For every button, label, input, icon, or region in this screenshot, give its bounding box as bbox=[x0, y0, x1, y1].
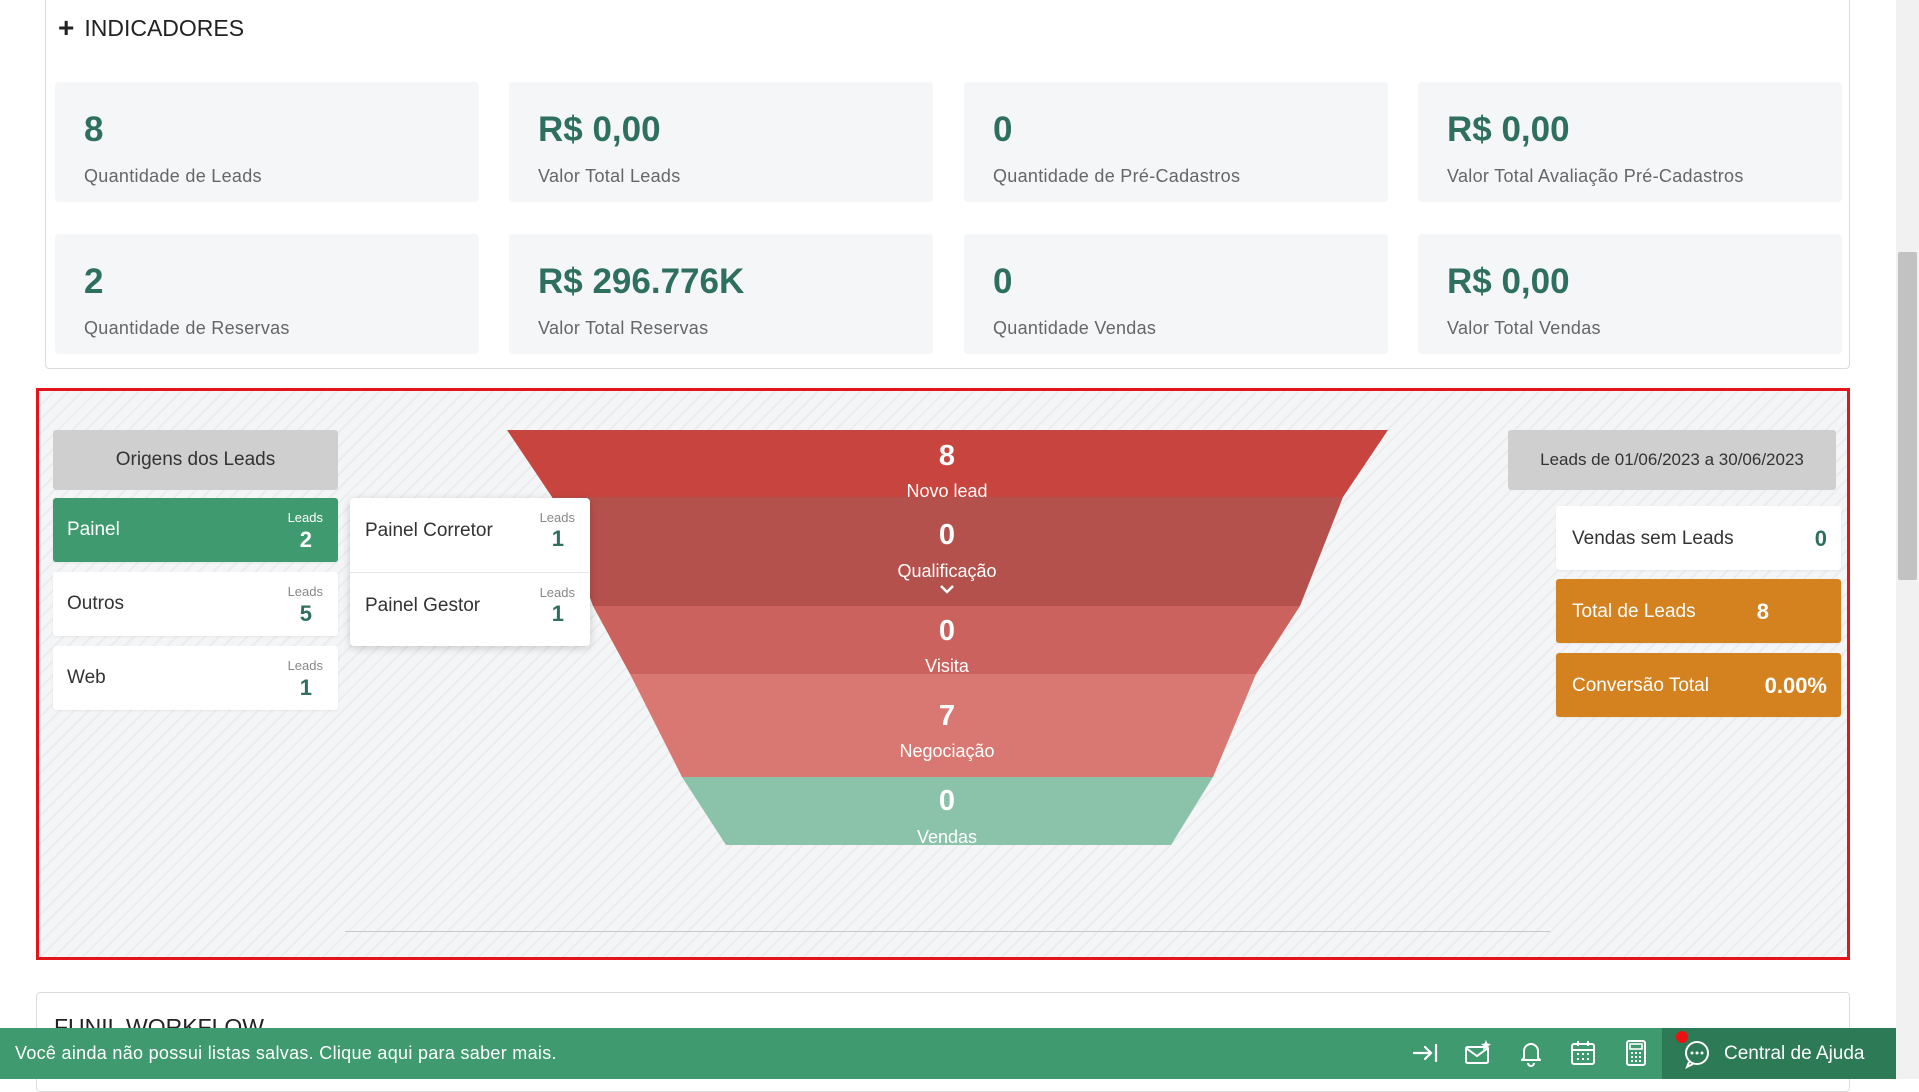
funnel-stage-novo-lead[interactable] bbox=[507, 430, 1388, 497]
funnel-stage-qualificacao[interactable] bbox=[552, 497, 1343, 606]
stage-name-visita: Visita bbox=[925, 656, 970, 676]
card-quantidade-pre-cadastros: 0 Quantidade de Pré-Cadastros bbox=[964, 82, 1388, 202]
leads-count: 1 bbox=[299, 675, 312, 700]
card-valor-total-leads: R$ 0,00 Valor Total Leads bbox=[509, 82, 933, 202]
leads-label: Leads bbox=[287, 658, 323, 673]
help-center-button[interactable]: Central de Ajuda bbox=[1662, 1028, 1896, 1079]
stat-label: Total de Leads bbox=[1572, 601, 1696, 622]
sub-origin-name: Painel Gestor bbox=[365, 595, 481, 616]
plus-icon: + bbox=[58, 12, 75, 43]
leads-count: 1 bbox=[551, 601, 564, 626]
calendar-icon[interactable] bbox=[1568, 1038, 1598, 1068]
leads-label: Leads bbox=[539, 585, 575, 600]
leads-count: 2 bbox=[299, 527, 312, 552]
card-value: 8 bbox=[84, 110, 104, 149]
notification-dot bbox=[1676, 1031, 1688, 1043]
origin-sub-panel: Painel Corretor Leads 1 Painel Gestor Le… bbox=[350, 498, 590, 646]
stage-name-novo-lead: Novo lead bbox=[906, 481, 987, 501]
stat-label: Conversão Total bbox=[1572, 675, 1709, 696]
stage-value-vendas: 0 bbox=[939, 785, 955, 817]
sign-in-icon[interactable] bbox=[1411, 1038, 1441, 1068]
card-quantidade-leads: 8 Quantidade de Leads bbox=[55, 82, 479, 202]
chat-icon bbox=[1685, 1040, 1709, 1069]
origin-item-web[interactable]: Web Leads 1 bbox=[53, 646, 338, 710]
card-value: 0 bbox=[993, 262, 1013, 301]
stat-value: 8 bbox=[1756, 599, 1769, 624]
stage-value-visita: 0 bbox=[939, 615, 955, 647]
bell-icon[interactable] bbox=[1516, 1038, 1546, 1068]
card-quantidade-reservas: 2 Quantidade de Reservas bbox=[55, 234, 479, 354]
period-label: Leads de 01/06/2023 a 30/06/2023 bbox=[1508, 430, 1836, 490]
origin-name: Painel bbox=[67, 519, 120, 540]
leads-label: Leads bbox=[287, 510, 323, 525]
funnel-stage-visita[interactable] bbox=[593, 606, 1300, 674]
indicadores-toggle[interactable]: + INDICADORES bbox=[58, 14, 244, 42]
funnel-stage-negociacao[interactable] bbox=[630, 674, 1256, 777]
stage-value-negociacao: 7 bbox=[939, 700, 955, 732]
stage-value-qualificacao: 0 bbox=[939, 519, 955, 551]
origin-name: Web bbox=[67, 667, 106, 688]
card-label: Valor Total Avaliação Pré-Cadastros bbox=[1447, 166, 1744, 186]
saved-lists-message[interactable]: Você ainda não possui listas salvas. Cli… bbox=[15, 1043, 557, 1063]
scrollbar-thumb[interactable] bbox=[1898, 252, 1917, 580]
bottom-bar bbox=[0, 1028, 1896, 1079]
sub-origin-name: Painel Corretor bbox=[365, 520, 493, 541]
card-valor-avaliacao-pre-cadastros: R$ 0,00 Valor Total Avaliação Pré-Cadast… bbox=[1418, 82, 1842, 202]
stat-total-leads: Total de Leads 8 bbox=[1556, 579, 1841, 643]
calculator-icon[interactable] bbox=[1621, 1038, 1651, 1068]
stage-name-negociacao: Negociação bbox=[899, 741, 994, 761]
help-center-label: Central de Ajuda bbox=[1724, 1042, 1865, 1064]
chevron-down-icon[interactable] bbox=[940, 585, 954, 594]
card-value: R$ 296.776K bbox=[538, 262, 745, 301]
card-quantidade-vendas: 0 Quantidade Vendas bbox=[964, 234, 1388, 354]
stage-name-vendas: Vendas bbox=[917, 827, 977, 847]
stage-name-qualificacao: Qualificação bbox=[897, 561, 996, 581]
leads-count: 5 bbox=[299, 601, 312, 626]
card-value: R$ 0,00 bbox=[538, 110, 661, 149]
stat-vendas-sem-leads: Vendas sem Leads 0 bbox=[1556, 506, 1841, 570]
stat-conversao-total: Conversão Total 0.00% bbox=[1556, 653, 1841, 717]
stat-value: 0 bbox=[1814, 526, 1827, 551]
card-value: R$ 0,00 bbox=[1447, 262, 1570, 301]
leads-label: Leads bbox=[539, 510, 575, 525]
origins-header: Origens dos Leads bbox=[53, 430, 338, 490]
card-label: Valor Total Reservas bbox=[538, 318, 709, 338]
sub-item-painel-gestor[interactable]: Painel Gestor Leads 1 bbox=[350, 572, 590, 647]
card-value: 0 bbox=[993, 110, 1013, 149]
funnel-divider bbox=[345, 931, 1550, 932]
card-label: Quantidade Vendas bbox=[993, 318, 1157, 338]
card-label: Quantidade de Reservas bbox=[84, 318, 290, 338]
origin-name: Outros bbox=[67, 593, 125, 614]
mail-star-icon[interactable] bbox=[1463, 1038, 1493, 1068]
card-label: Quantidade de Pré-Cadastros bbox=[993, 166, 1241, 186]
origin-item-painel[interactable]: Painel Leads 2 bbox=[53, 498, 338, 562]
card-value: R$ 0,00 bbox=[1447, 110, 1570, 149]
card-label: Quantidade de Leads bbox=[84, 166, 262, 186]
funnel-stage-vendas[interactable] bbox=[682, 777, 1213, 845]
card-valor-total-vendas: R$ 0,00 Valor Total Vendas bbox=[1418, 234, 1842, 354]
card-valor-total-reservas: R$ 296.776K Valor Total Reservas bbox=[509, 234, 933, 354]
stage-value-novo-lead: 8 bbox=[939, 440, 955, 472]
stat-value: 0.00% bbox=[1764, 673, 1827, 698]
sub-item-painel-corretor[interactable]: Painel Corretor Leads 1 bbox=[350, 498, 590, 572]
card-label: Valor Total Vendas bbox=[1447, 318, 1601, 338]
stat-label: Vendas sem Leads bbox=[1572, 528, 1734, 549]
leads-count: 1 bbox=[551, 526, 564, 551]
leads-label: Leads bbox=[287, 584, 323, 599]
indicadores-title: INDICADORES bbox=[84, 14, 245, 41]
card-value: 2 bbox=[84, 262, 104, 301]
origin-item-outros[interactable]: Outros Leads 5 bbox=[53, 572, 338, 636]
card-label: Valor Total Leads bbox=[538, 166, 681, 186]
